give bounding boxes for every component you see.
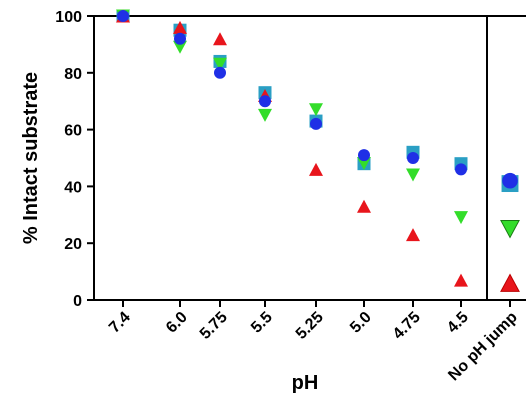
data-point-triangle-up xyxy=(357,199,371,213)
x-tick-label: 4.5 xyxy=(444,309,472,337)
x-tick-label: 5.5 xyxy=(248,309,276,337)
x-axis-title: pH xyxy=(292,372,319,394)
data-point-triangle-down xyxy=(258,108,272,122)
x-tick-label: 4.75 xyxy=(390,309,424,343)
data-point-circle xyxy=(259,95,271,108)
y-axis-ticks: 0 20 40 60 80 100 xyxy=(55,9,94,310)
y-tick-label: 80 xyxy=(64,66,82,83)
x-tick-label: 7.4 xyxy=(106,309,134,337)
x-tick-label: 5.75 xyxy=(197,309,231,343)
data-point-triangle-down xyxy=(454,211,468,225)
y-tick-label: 0 xyxy=(73,293,82,310)
data-point-triangle-up xyxy=(500,273,520,292)
data-point-triangle-up xyxy=(213,32,227,46)
x-tick-label: 5.0 xyxy=(347,309,375,337)
data-point-triangle-down xyxy=(213,57,227,71)
y-tick-label: 20 xyxy=(64,236,82,253)
data-point-circle xyxy=(358,149,370,162)
data-point-triangle-down xyxy=(500,220,520,239)
y-tick-label: 100 xyxy=(55,9,82,26)
data-point-triangle-up xyxy=(406,228,420,242)
y-tick-label: 60 xyxy=(64,123,82,140)
data-point-triangle-up xyxy=(454,273,468,287)
data-point-circle xyxy=(174,32,186,45)
data-point-circle xyxy=(310,117,322,130)
data-point-circle xyxy=(407,152,419,164)
data-point-triangle-down xyxy=(406,168,420,182)
data-point-circle xyxy=(455,163,467,176)
x-tick-label: 5.25 xyxy=(293,309,327,343)
data-points xyxy=(116,9,520,292)
data-point-triangle-down xyxy=(173,40,187,54)
y-axis-title: % Intact substrate xyxy=(20,72,42,244)
data-point-circle xyxy=(117,10,129,22)
data-point-triangle-down xyxy=(357,157,371,171)
data-point-triangle-down xyxy=(309,103,323,117)
y-tick-label: 40 xyxy=(64,179,82,196)
x-tick-label: 6.0 xyxy=(163,309,191,337)
data-point-circle xyxy=(214,66,226,79)
axes xyxy=(93,15,526,301)
data-point-circle xyxy=(502,172,518,189)
data-point-triangle-up xyxy=(309,162,323,176)
data-point-triangle-up xyxy=(173,20,187,34)
